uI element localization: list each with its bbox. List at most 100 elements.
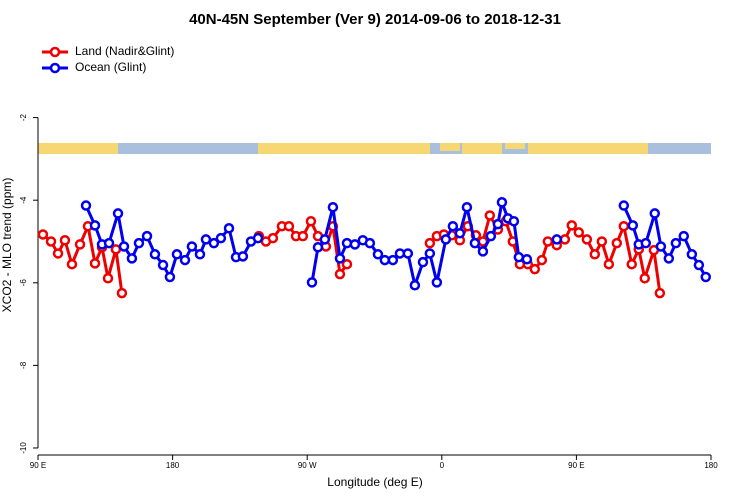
point (431, 277, 443, 288)
point (283, 220, 295, 232)
point (118, 241, 130, 252)
point (194, 249, 206, 260)
x-tick-label: 0 (440, 461, 445, 470)
point (649, 208, 661, 219)
point (133, 237, 145, 249)
point (521, 253, 533, 265)
point (663, 253, 675, 264)
x-tick-label: 180 (166, 461, 180, 470)
x-tick-label: 90 E (30, 461, 46, 470)
point (611, 237, 623, 249)
point (74, 239, 86, 250)
point (387, 254, 399, 266)
point (171, 249, 183, 260)
point (508, 216, 520, 227)
point (372, 249, 384, 260)
point (477, 246, 489, 257)
point (179, 254, 191, 266)
point (424, 237, 436, 249)
point (686, 249, 698, 260)
point (618, 220, 630, 232)
point (640, 237, 652, 249)
point (440, 234, 452, 245)
point (529, 263, 541, 275)
point (149, 249, 161, 260)
point (186, 241, 198, 252)
x-tick-label: 180 (704, 461, 718, 470)
point (45, 236, 57, 247)
point (379, 254, 391, 266)
x-axis-label: Longitude (deg E) (327, 475, 422, 489)
point (536, 254, 548, 266)
point (200, 234, 212, 245)
chart-title: 40N-45N September (Ver 9) 2014-09-06 to … (189, 11, 561, 28)
point (306, 277, 318, 288)
point (334, 253, 346, 264)
point (424, 248, 436, 259)
point (349, 239, 361, 250)
point (126, 253, 138, 264)
point (618, 200, 630, 211)
point (589, 249, 601, 260)
x-tick-label: 90 E (568, 461, 584, 470)
point (693, 259, 705, 271)
point (469, 237, 481, 249)
legend-label: Land (Nadir&Glint) (75, 44, 174, 58)
point (566, 220, 578, 231)
legend-marker (49, 46, 61, 58)
y-axis-label: XCO2 - MLO trend (ppm) (0, 178, 14, 313)
point (603, 258, 615, 270)
point (655, 241, 667, 252)
point (341, 237, 353, 249)
point (334, 268, 346, 280)
point (485, 230, 497, 242)
y-tick-label: -10 (19, 442, 28, 454)
point (484, 210, 496, 221)
point (542, 236, 554, 247)
point (319, 234, 331, 245)
y-tick-label: -8 (19, 361, 28, 369)
point (454, 227, 466, 239)
point (639, 272, 650, 284)
point (305, 216, 317, 227)
point (223, 223, 235, 234)
point (513, 251, 525, 263)
point (492, 218, 504, 230)
point (103, 237, 115, 249)
point (102, 272, 114, 284)
point (417, 256, 429, 268)
point (551, 234, 563, 245)
point (80, 200, 92, 211)
point (596, 236, 608, 247)
point (215, 232, 227, 244)
point (297, 230, 309, 242)
point (581, 234, 593, 245)
y-tick-label: -4 (19, 196, 28, 204)
legend-marker (49, 62, 61, 74)
point (670, 237, 682, 249)
point (52, 248, 64, 259)
point (626, 258, 637, 270)
point (341, 258, 353, 270)
point (59, 235, 71, 246)
point (409, 280, 421, 291)
point (654, 287, 666, 299)
point (116, 287, 128, 299)
point (141, 230, 153, 242)
point (700, 271, 712, 283)
point (461, 201, 473, 213)
point (559, 234, 571, 245)
point (496, 197, 508, 208)
map-strip (38, 143, 711, 154)
point (112, 208, 124, 219)
point (110, 244, 122, 255)
point (364, 237, 376, 249)
x-tick-label: 90 W (298, 461, 317, 470)
point (37, 229, 49, 240)
point (312, 242, 324, 253)
y-tick-label: -2 (19, 113, 28, 121)
point (89, 258, 101, 269)
point (208, 237, 220, 249)
legend-label: Ocean (Glint) (75, 60, 146, 74)
point (66, 258, 78, 270)
